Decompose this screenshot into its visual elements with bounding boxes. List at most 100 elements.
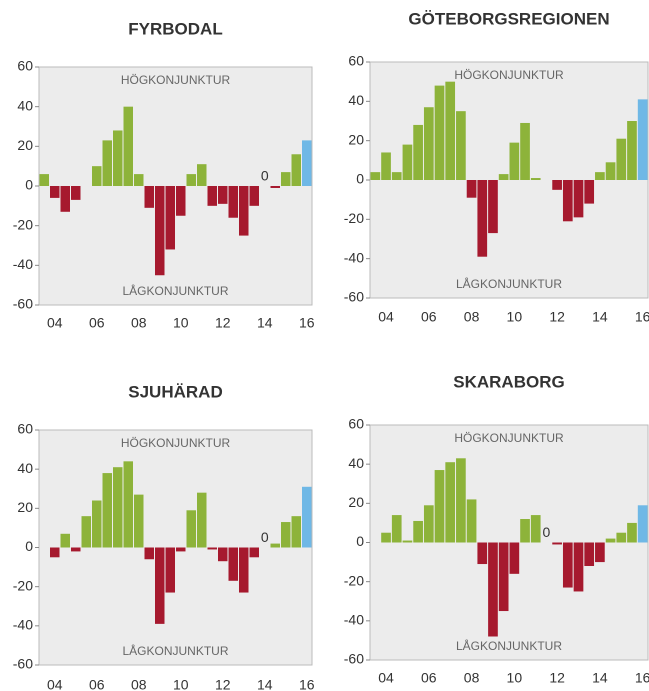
bar — [60, 186, 70, 212]
bar — [391, 172, 402, 180]
x-tick-label: 06 — [89, 677, 105, 691]
y-tick-label: -60 — [13, 296, 33, 312]
bar — [402, 540, 413, 543]
x-tick-label: 10 — [507, 670, 523, 686]
y-tick-label: -60 — [344, 651, 364, 667]
y-tick-label: 0 — [356, 533, 364, 549]
bar — [584, 542, 595, 566]
bar — [123, 106, 133, 186]
x-tick-label: 04 — [378, 309, 394, 325]
bar — [423, 505, 434, 543]
bar — [239, 547, 249, 593]
bar — [488, 180, 498, 234]
bar — [573, 542, 584, 592]
bar — [291, 154, 301, 186]
bar — [186, 174, 196, 186]
bar — [552, 542, 562, 545]
x-tick-label: 06 — [89, 315, 105, 331]
bar — [423, 107, 434, 180]
bar — [155, 186, 165, 276]
bar — [155, 547, 165, 624]
x-tick-label: 14 — [592, 670, 608, 686]
y-tick-label: 40 — [17, 97, 33, 113]
y-tick-label: 40 — [348, 455, 364, 471]
chart-title: FYRBODAL — [128, 19, 222, 38]
bar — [71, 547, 81, 552]
x-tick-label: 16 — [635, 309, 649, 325]
bar — [249, 186, 259, 206]
bar — [60, 533, 70, 548]
bar — [113, 467, 123, 548]
plot-area — [38, 66, 313, 306]
bar — [291, 516, 301, 548]
x-tick-label: 14 — [592, 309, 608, 325]
bar — [627, 522, 637, 543]
bar — [228, 186, 238, 218]
x-tick-label: 12 — [215, 677, 231, 691]
data-label: 0 — [543, 524, 551, 540]
bar — [605, 162, 616, 180]
bar — [381, 532, 391, 543]
bar — [123, 461, 133, 548]
bar — [381, 152, 391, 180]
bar — [270, 186, 280, 188]
bar — [595, 542, 605, 563]
bar — [477, 542, 488, 565]
bar — [466, 180, 477, 198]
bar — [176, 186, 186, 216]
bar — [456, 458, 466, 543]
bar — [520, 122, 530, 180]
bar — [102, 140, 112, 186]
bar — [530, 515, 541, 543]
bar — [391, 515, 402, 543]
x-tick-label: 12 — [215, 315, 231, 331]
bar — [605, 538, 616, 543]
bar — [562, 180, 573, 222]
bar — [637, 99, 648, 180]
annotation: HÖGKONJUNKTUR — [121, 436, 231, 450]
bar — [616, 532, 627, 543]
bar — [50, 186, 60, 198]
x-tick-label: 04 — [378, 670, 394, 686]
y-tick-label: -20 — [13, 577, 33, 593]
bar — [144, 547, 154, 560]
bar — [134, 174, 144, 186]
bar — [207, 547, 217, 550]
bar — [134, 494, 144, 548]
x-tick-label: 10 — [173, 677, 189, 691]
bar — [413, 520, 423, 543]
bar — [39, 174, 49, 186]
bar — [302, 140, 312, 186]
bar — [176, 547, 186, 552]
y-tick-label: 60 — [348, 416, 364, 432]
y-tick-label: -20 — [344, 210, 364, 226]
y-tick-label: -60 — [13, 656, 33, 672]
chart-title: SJUHÄRAD — [128, 382, 222, 401]
bar — [498, 542, 509, 612]
bar — [144, 186, 154, 208]
bar — [552, 180, 562, 190]
x-tick-label: 06 — [421, 670, 437, 686]
bar — [530, 178, 541, 180]
x-tick-label: 10 — [507, 309, 523, 325]
chart-title: SKARABORG — [453, 372, 564, 391]
data-label: 0 — [261, 529, 269, 545]
bar — [281, 522, 291, 548]
x-tick-label: 08 — [464, 670, 480, 686]
bar — [456, 111, 466, 180]
x-tick-label: 04 — [47, 677, 63, 691]
bar — [197, 164, 207, 186]
bar — [50, 547, 60, 558]
bar — [434, 85, 445, 180]
bar — [239, 186, 249, 236]
bar — [81, 516, 91, 548]
bar — [402, 144, 413, 180]
bar — [466, 499, 477, 543]
y-tick-label: 60 — [348, 53, 364, 69]
bar — [616, 138, 627, 180]
bar — [627, 121, 637, 180]
bar — [249, 547, 259, 558]
x-tick-label: 10 — [173, 315, 189, 331]
bar — [113, 130, 123, 186]
annotation: HÖGKONJUNKTUR — [454, 68, 564, 82]
